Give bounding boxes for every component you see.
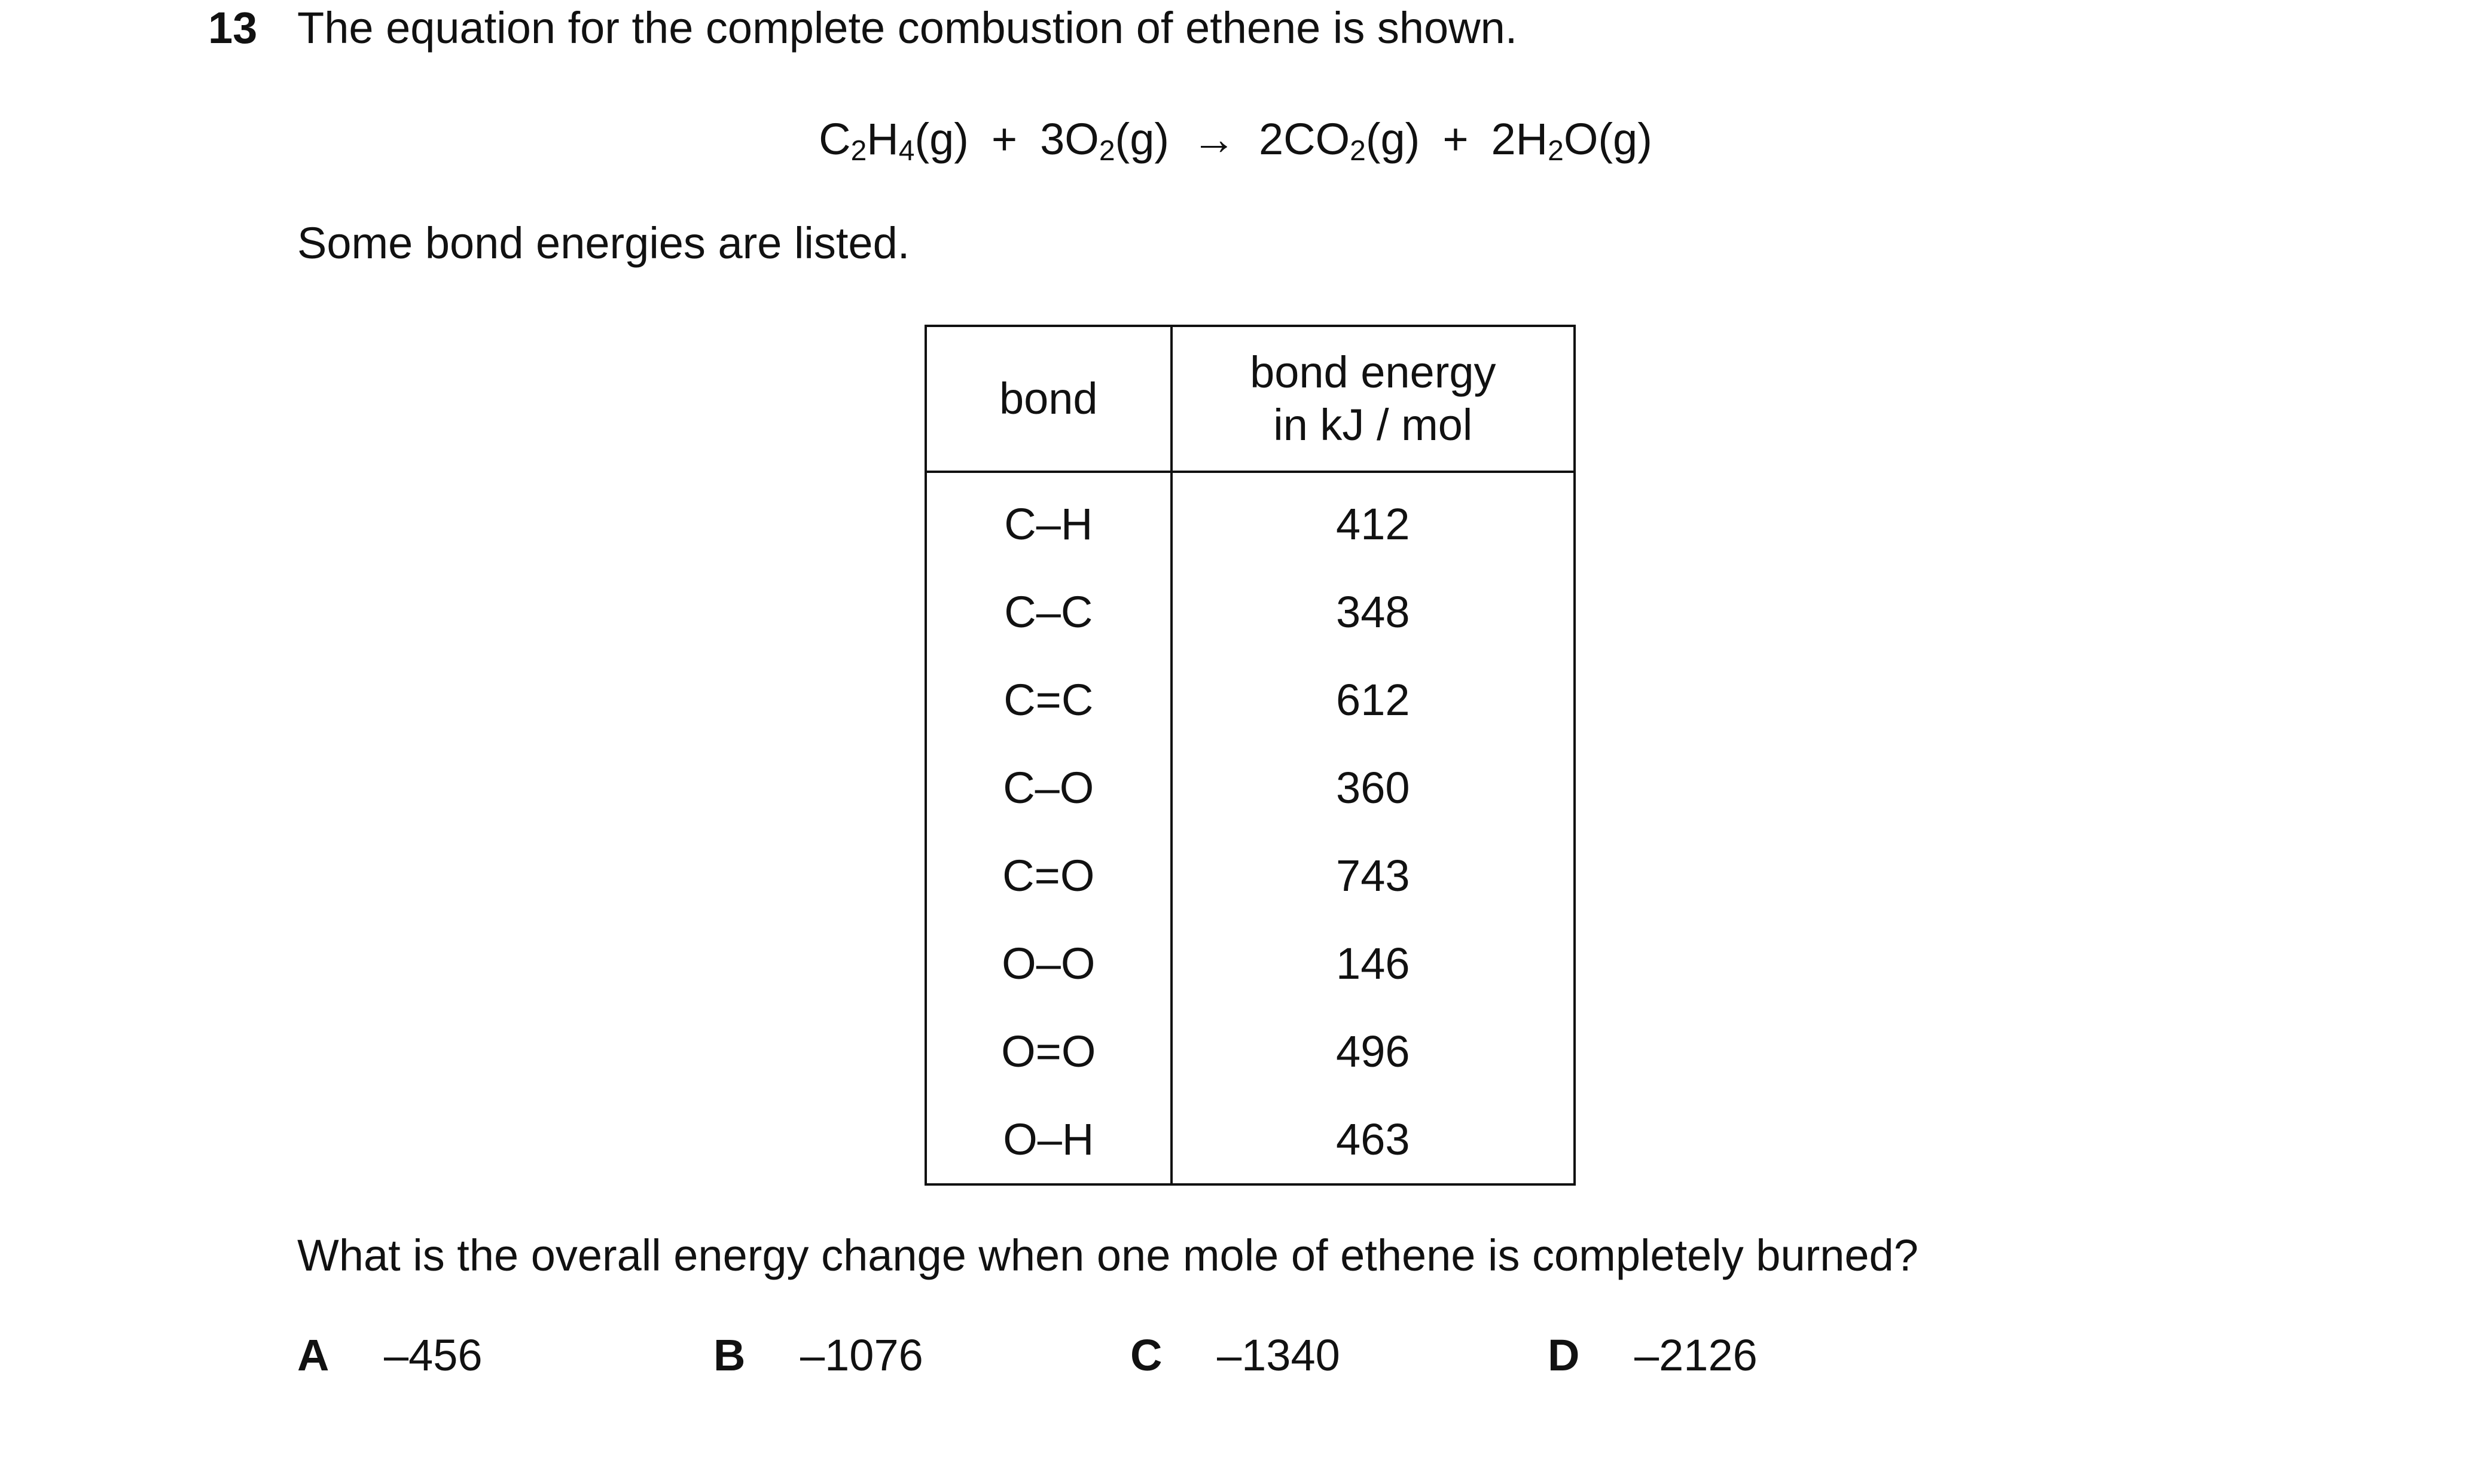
table-row: C=C 612	[925, 656, 1576, 744]
table-row: O–O 146	[925, 920, 1576, 1007]
energy-cell: 496	[1170, 1007, 1576, 1095]
table-row: C=O 743	[925, 832, 1576, 920]
bond-cell: C–H	[925, 472, 1173, 568]
bond-cell: C=O	[925, 832, 1173, 920]
energy-cell: 360	[1170, 744, 1576, 832]
product-carbon-dioxide: 2CO2(g)	[1259, 114, 1420, 167]
reaction-arrow: →	[1192, 114, 1236, 164]
table-row: C–H 412	[925, 472, 1576, 568]
plus-sign: +	[991, 114, 1018, 164]
energy-cell: 463	[1170, 1095, 1576, 1186]
table-row: O–H 463	[925, 1095, 1576, 1186]
bond-cell: C=C	[925, 656, 1173, 744]
question-stem: The equation for the complete combustion…	[297, 3, 1518, 53]
answer-option-b[interactable]: B –1076	[713, 1333, 923, 1378]
option-letter: D	[1548, 1330, 1580, 1380]
header-bond-energy: bond energy in kJ / mol	[1170, 325, 1576, 473]
energy-cell: 412	[1170, 472, 1576, 568]
table-row: C–O 360	[925, 744, 1576, 832]
option-value: –2126	[1634, 1330, 1758, 1380]
bond-cell: O–H	[925, 1095, 1173, 1186]
table-header-row: bond bond energy in kJ / mol	[925, 325, 1576, 473]
product-water: 2H2O(g)	[1491, 114, 1652, 167]
energy-cell: 348	[1170, 568, 1576, 656]
option-letter: A	[297, 1330, 330, 1380]
bond-cell: C–O	[925, 744, 1173, 832]
answer-option-a[interactable]: A –456	[297, 1333, 483, 1378]
energy-cell: 146	[1170, 920, 1576, 1007]
option-letter: B	[713, 1330, 746, 1380]
option-value: –1340	[1217, 1330, 1340, 1380]
bond-cell: O–O	[925, 920, 1173, 1007]
option-letter: C	[1130, 1330, 1163, 1380]
answer-option-c[interactable]: C –1340	[1130, 1333, 1340, 1378]
reactant-oxygen: 3O2(g)	[1040, 114, 1169, 167]
bond-cell: O=O	[925, 1007, 1173, 1095]
answer-option-d[interactable]: D –2126	[1548, 1333, 1758, 1378]
question-prompt: What is the overall energy change when o…	[297, 1230, 1918, 1280]
plus-sign: +	[1442, 114, 1469, 164]
bond-cell: C–C	[925, 568, 1173, 656]
header-bond: bond	[925, 325, 1173, 473]
table-row: O=O 496	[925, 1007, 1576, 1095]
energy-cell: 743	[1170, 832, 1576, 920]
reactant-ethene: C2H4(g)	[819, 114, 969, 167]
option-value: –1076	[800, 1330, 923, 1380]
table-row: C–C 348	[925, 568, 1576, 656]
bond-energy-table: bond bond energy in kJ / mol C–H 412 C–C…	[925, 325, 1576, 1186]
option-value: –456	[384, 1330, 483, 1380]
combustion-equation: C2H4(g) +3O2(g) → 2CO2(g) +2H2O(g)	[0, 114, 2471, 167]
question-number: 13	[208, 3, 258, 53]
table-intro: Some bond energies are listed.	[297, 218, 910, 268]
energy-cell: 612	[1170, 656, 1576, 744]
